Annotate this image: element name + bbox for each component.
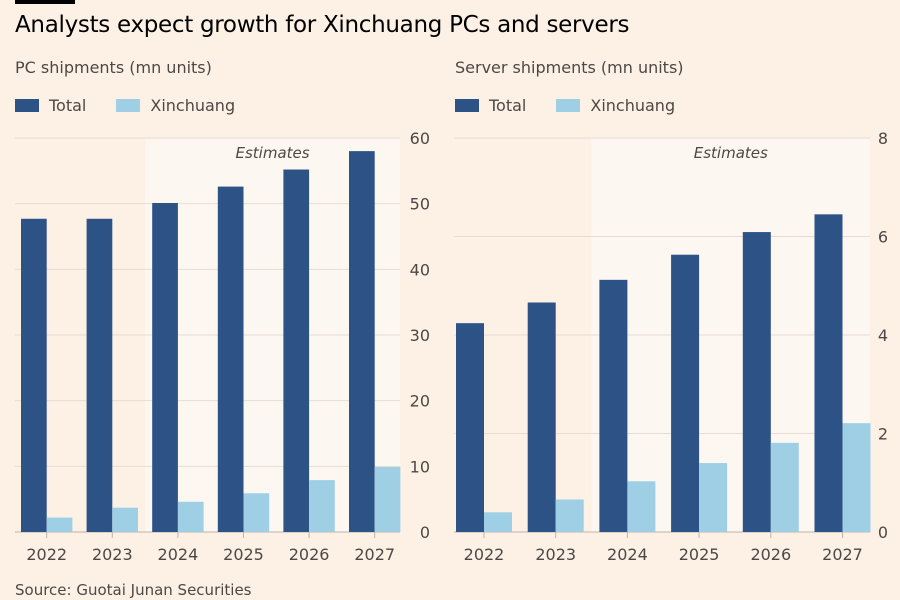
- legend-label-xinchuang: Xinchuang: [590, 96, 676, 115]
- server-x-tick-label: 2027: [822, 545, 863, 564]
- server-bar-total-2022: [456, 323, 484, 532]
- pc-y-tick-label: 10: [410, 457, 430, 476]
- pc-bar-total-2025: [217, 186, 244, 533]
- pc-bar-xinchuang-2022: [46, 517, 73, 532]
- pc-legend: Total Xinchuang: [15, 96, 265, 115]
- legend-swatch-xinchuang: [116, 99, 141, 112]
- pc-bar-total-2024: [152, 203, 178, 532]
- server-y-tick-label: 4: [878, 326, 888, 345]
- server-bar-xinchuang-2023: [555, 499, 584, 532]
- pc-x-tick-label: 2022: [26, 545, 67, 564]
- server-bar-xinchuang-2024: [627, 481, 656, 532]
- pc-y-tick-label: 60: [410, 129, 430, 148]
- pc-chart-subtitle: PC shipments (mn units): [15, 58, 212, 77]
- pc-bar-xinchuang-2027: [374, 466, 401, 532]
- server-bar-total-2026: [742, 232, 771, 532]
- server-estimates-label: Estimates: [694, 144, 768, 162]
- pc-bar-total-2026: [283, 169, 310, 532]
- pc-y-tick-label: 40: [410, 260, 430, 279]
- server-bar-total-2023: [527, 302, 556, 532]
- legend-swatch-total: [455, 99, 479, 112]
- pc-x-tick-label: 2024: [158, 545, 199, 564]
- server-chart-subtitle: Server shipments (mn units): [455, 58, 684, 77]
- legend-label-total: Total: [489, 96, 527, 115]
- pc-bar-total-2023: [86, 218, 113, 532]
- pc-bar-total-2027: [349, 151, 375, 532]
- pc-x-tick-label: 2025: [223, 545, 264, 564]
- server-bar-xinchuang-2026: [770, 442, 799, 532]
- server-x-tick-label: 2023: [535, 545, 576, 564]
- server-y-tick-label: 8: [878, 129, 888, 148]
- server-bar-xinchuang-2027: [842, 423, 871, 532]
- pc-bar-total-2022: [21, 218, 47, 532]
- server-legend: Total Xinchuang: [455, 96, 705, 115]
- legend-label-total: Total: [49, 96, 87, 115]
- pc-x-tick-label: 2023: [92, 545, 133, 564]
- pc-bar-xinchuang-2026: [309, 480, 335, 532]
- pc-y-tick-label: 50: [410, 195, 430, 214]
- server-x-tick-label: 2024: [607, 545, 648, 564]
- server-bar-xinchuang-2025: [699, 463, 728, 532]
- pc-y-tick-label: 0: [420, 523, 430, 542]
- pc-x-tick-label: 2027: [354, 545, 395, 564]
- legend-swatch-total: [15, 99, 39, 112]
- pc-bar-xinchuang-2025: [243, 493, 270, 532]
- source-note: Source: Guotai Junan Securities: [15, 581, 252, 599]
- server-x-tick-label: 2026: [750, 545, 791, 564]
- pc-bar-xinchuang-2023: [112, 507, 138, 532]
- server-x-tick-label: 2025: [679, 545, 720, 564]
- pc-y-tick-label: 20: [410, 392, 430, 411]
- server-y-tick-label: 0: [878, 523, 888, 542]
- pc-x-tick-label: 2026: [289, 545, 330, 564]
- server-y-tick-label: 2: [878, 425, 888, 444]
- legend-swatch-xinchuang: [556, 99, 581, 112]
- server-bar-total-2025: [671, 254, 700, 532]
- brand-bar: [15, 0, 75, 4]
- pc-estimates-label: Estimates: [236, 144, 310, 162]
- server-bar-xinchuang-2022: [484, 512, 512, 532]
- legend-label-xinchuang: Xinchuang: [150, 96, 236, 115]
- server-bar-total-2027: [814, 214, 843, 532]
- server-bar-total-2024: [599, 279, 628, 532]
- chart-title: Analysts expect growth for Xinchuang PCs…: [15, 12, 630, 38]
- server-y-tick-label: 6: [878, 228, 888, 247]
- pc-bar-xinchuang-2024: [177, 501, 204, 532]
- server-x-tick-label: 2022: [464, 545, 505, 564]
- pc-y-tick-label: 30: [410, 326, 430, 345]
